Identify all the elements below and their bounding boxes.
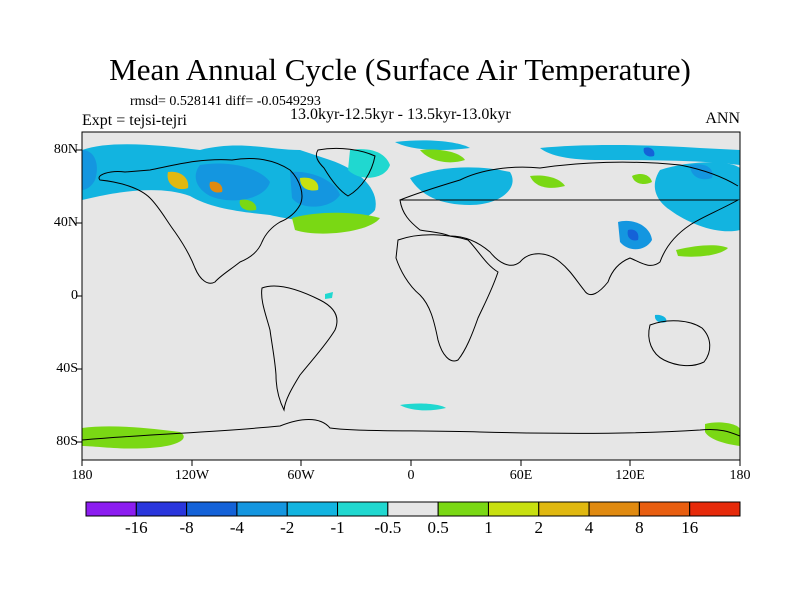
axis-ticks	[76, 149, 741, 466]
colorbar-swatch	[638, 501, 691, 517]
colorbar-swatch	[538, 501, 590, 517]
colorbar-swatch	[337, 501, 389, 517]
colorbar-label: -8	[179, 518, 194, 537]
experiment-label: Expt = tejsi-tejri	[82, 112, 187, 129]
warm-spot-na-1	[167, 171, 189, 190]
colorbar-swatch	[487, 501, 540, 517]
colorbar-label: 8	[635, 518, 644, 537]
colorbar-label: 1	[484, 518, 493, 537]
rmsd-diff-stats: rmsd= 0.528141 diff= -0.0549293	[130, 94, 321, 109]
coast-greenland	[315, 147, 376, 197]
colorbar-label: 0.5	[427, 518, 449, 537]
cold-patch-kamchatka	[690, 164, 713, 180]
coast-south-america	[261, 285, 338, 412]
colorbar-label: 4	[584, 518, 594, 537]
colorbar-label: -0.5	[374, 518, 402, 537]
coast-eurasia	[399, 161, 740, 295]
colorbar-label: 16	[681, 518, 699, 537]
lon-label-120e: 120E	[615, 468, 645, 483]
colorbar-swatch	[588, 501, 640, 517]
coast-north-america	[98, 157, 303, 284]
cold-patch-arctic-2	[540, 145, 740, 165]
warm-spot-na-3	[300, 177, 319, 191]
cold-spot-china	[627, 229, 639, 241]
colorbar-swatch	[689, 501, 741, 517]
warm-band-north-pacific	[676, 245, 728, 257]
colorbar	[85, 501, 741, 517]
lat-label-0: 0	[71, 288, 78, 303]
cold-spot-tropical-atlantic	[325, 292, 333, 299]
anomaly-patches	[82, 140, 740, 449]
warm-spot-na-2	[209, 181, 223, 193]
warm-spot-na-4	[239, 199, 257, 211]
coast-africa	[395, 234, 499, 362]
colorbar-swatch	[236, 501, 288, 517]
coast-antarctica	[82, 419, 740, 441]
cold-patch-east-asia	[654, 162, 740, 232]
lon-label-60w: 60W	[287, 468, 315, 483]
warm-band-north-atlantic	[292, 212, 380, 234]
colorbar-swatch	[135, 501, 188, 517]
colorbar-swatch	[387, 501, 439, 517]
cold-patch-scandinavia	[410, 167, 513, 205]
neutral-cold-patch	[348, 149, 390, 178]
warm-patch-antarctic-east	[705, 422, 740, 446]
cold-spot-arctic-east	[643, 147, 655, 157]
cold-patch-southern-ocean	[400, 403, 446, 411]
colorbar-label: 2	[534, 518, 544, 537]
colorbar-label: -2	[280, 518, 295, 537]
season-label: ANN	[705, 110, 740, 127]
lon-label-60e: 60E	[509, 468, 533, 483]
warm-patch-arctic	[420, 149, 465, 163]
lon-label-120w: 120W	[174, 468, 210, 483]
lon-label-0: 0	[407, 468, 415, 483]
lat-label-80s: 80S	[56, 434, 78, 449]
lat-label-40n: 40N	[53, 215, 78, 230]
cold-patch-pacific	[82, 150, 97, 190]
lat-label-40s: 40S	[56, 361, 78, 376]
colorbar-swatch	[286, 501, 339, 517]
warm-patch-antarctic-west	[82, 426, 184, 449]
lon-label-180w: 180	[71, 468, 93, 483]
colorbar-swatch	[437, 501, 489, 517]
coastlines	[82, 147, 740, 441]
warm-patch-siberia-2	[632, 174, 652, 184]
lon-label-180e: 180	[729, 468, 751, 483]
colorbar-label: -1	[330, 518, 345, 537]
coast-australia	[648, 320, 711, 367]
colorbar-label: -4	[229, 518, 244, 537]
cold-spot-indonesia	[654, 314, 667, 323]
period-label: 13.0kyr-12.5kyr - 13.5kyr-13.0kyr	[290, 106, 511, 123]
colorbar-label: -16	[124, 518, 148, 537]
colorbar-swatch	[85, 501, 137, 517]
colorbar-swatch	[186, 501, 238, 517]
figure-title: Mean Annual Cycle (Surface Air Temperatu…	[109, 52, 691, 87]
cold-patch-arctic-1	[395, 140, 470, 150]
lat-label-80n: 80N	[53, 142, 78, 157]
warm-patch-siberia	[530, 175, 565, 188]
